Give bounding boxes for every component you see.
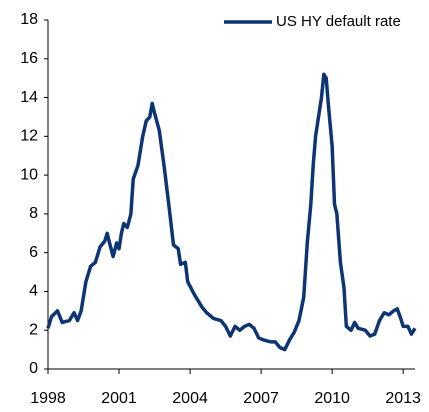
y-tick-label: 18 (20, 11, 38, 28)
line-series (46, 72, 417, 352)
y-tick-label: 12 (20, 128, 38, 145)
y-tick-label: 0 (29, 360, 38, 377)
legend-label: US HY default rate (276, 13, 401, 30)
y-tick-label: 14 (20, 89, 38, 106)
x-tick-label: 2001 (101, 390, 137, 407)
y-tick-label: 10 (20, 166, 38, 183)
y-tick-label: 4 (29, 283, 38, 300)
y-tick-label: 8 (29, 205, 38, 222)
y-tick-label: 2 (29, 321, 38, 338)
x-tick-label: 2004 (172, 390, 208, 407)
x-tick-label: 2010 (314, 390, 350, 407)
x-tick-label: 2007 (243, 390, 279, 407)
x-tick-label: 2013 (385, 390, 421, 407)
y-tick-label: 16 (20, 50, 38, 67)
y-tick-label: 6 (29, 244, 38, 261)
x-tick-label: 1998 (30, 390, 66, 407)
